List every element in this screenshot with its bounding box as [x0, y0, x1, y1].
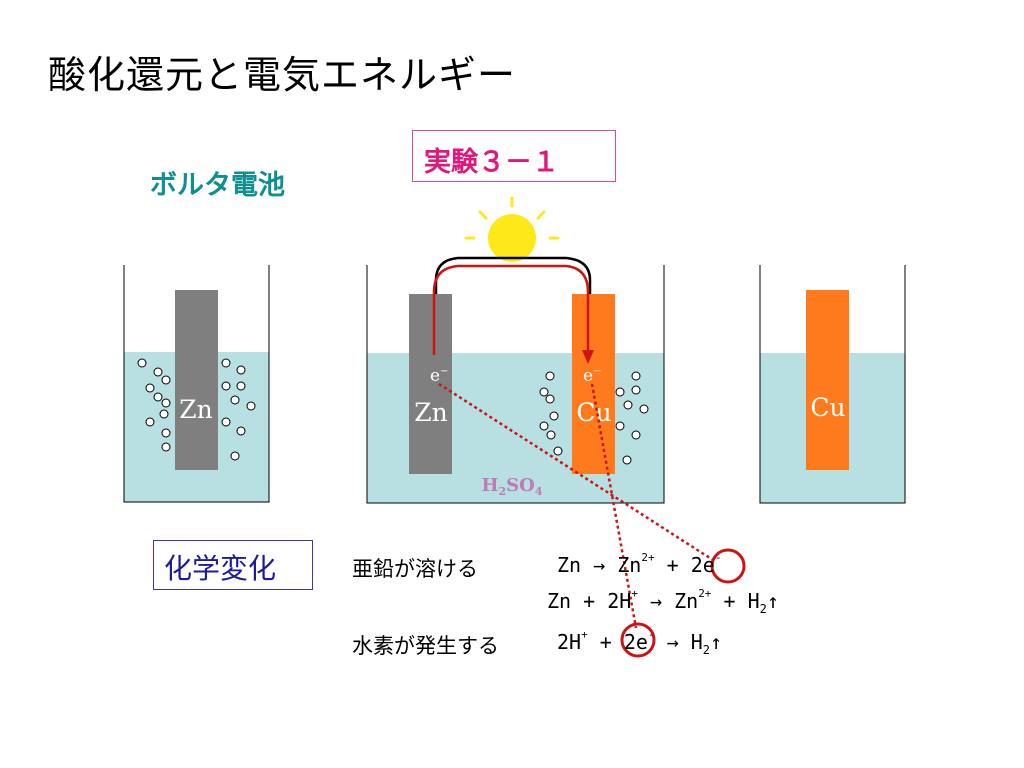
r3-product: H [690, 630, 703, 654]
left-bubbles [137, 358, 256, 461]
r1-electrons: 2e [690, 553, 715, 577]
r2-h: 2H [607, 589, 632, 613]
experiment-box [412, 130, 616, 182]
chemistry-label: 化学変化 [164, 552, 277, 585]
middle-copper-label: Cu [576, 398, 611, 427]
reaction-1-equation: Zn → Zn2+ + 2e- [557, 551, 722, 577]
r2-plus1: + [583, 589, 596, 613]
middle-beaker: Zn Cu H2SO4 [366, 265, 665, 504]
middle-zinc-label: Zn [414, 398, 447, 427]
r2-h2-sub: 2 [759, 602, 767, 616]
r3-product-sub: 2 [702, 643, 710, 657]
middle-copper-electrode [572, 294, 615, 474]
left-zinc-label: Zn [179, 395, 212, 424]
r2-zn: Zn [547, 589, 572, 613]
right-beaker: Cu [759, 265, 906, 504]
left-beaker-outline [123, 265, 270, 503]
r3-electrons: 2e [623, 630, 648, 654]
r2-plus2: + [723, 589, 736, 613]
electron-label-zn: e− [430, 366, 448, 386]
left-zinc-electrode [175, 290, 218, 470]
electrolyte-label: H2SO4 [481, 475, 542, 498]
page-title: 酸化還元と電気エネルギー [48, 53, 517, 97]
electron-flow-arrowhead [582, 350, 594, 364]
reaction-overall-equation: Zn + 2H+ → Zn2+ + H2↑ [547, 587, 779, 616]
electron-circle-oxidation [710, 548, 746, 584]
middle-bubbles [539, 371, 649, 465]
r1-ion-charge: 2+ [641, 551, 655, 564]
reaction-1-description: 亜鉛が溶ける [352, 557, 478, 581]
r2-h2: H [747, 589, 760, 613]
dotted-line-zn-electrons [438, 382, 714, 562]
r3-h: 2H [557, 630, 582, 654]
electron-circle-reduction [620, 622, 656, 658]
reaction-3-equation: 2H+ + 2e- → H2↑ [557, 628, 723, 657]
r2-arrow: → [650, 589, 663, 613]
r3-gas: ↑ [710, 630, 723, 654]
r1-ion: Zn [617, 553, 642, 577]
voltaic-cell-heading: ボルタ電池 [150, 170, 285, 201]
r2-gas: ↑ [766, 589, 779, 613]
r3-h-charge: + [581, 628, 588, 641]
r1-lhs: Zn [557, 553, 582, 577]
r2-zn-ion: Zn [674, 589, 699, 613]
r3-arrow: → [666, 630, 679, 654]
right-copper-label: Cu [810, 393, 845, 422]
r2-h-charge: + [631, 587, 638, 600]
sun-icon [464, 196, 560, 262]
r3-plus: + [599, 630, 612, 654]
chemistry-box [153, 540, 313, 590]
electron-flow-arrow [432, 264, 590, 355]
experiment-label: 実験３－１ [424, 147, 559, 178]
r2-zn-charge: 2+ [698, 587, 712, 600]
left-beaker: Zn [123, 265, 270, 503]
r1-electron-charge: - [714, 551, 722, 564]
right-beaker-outline [759, 265, 906, 504]
middle-zinc-electrode [409, 294, 452, 474]
reaction-3-description: 水素が発生する [352, 634, 499, 658]
r3-electron-charge: - [647, 628, 655, 641]
electron-label-cu: e− [583, 366, 601, 386]
r1-arrow: → [593, 553, 606, 577]
dotted-line-cu-electrons [590, 383, 638, 629]
r1-plus: + [666, 553, 679, 577]
middle-beaker-outline [366, 265, 665, 504]
external-wire [434, 256, 592, 294]
right-copper-electrode [806, 290, 849, 470]
